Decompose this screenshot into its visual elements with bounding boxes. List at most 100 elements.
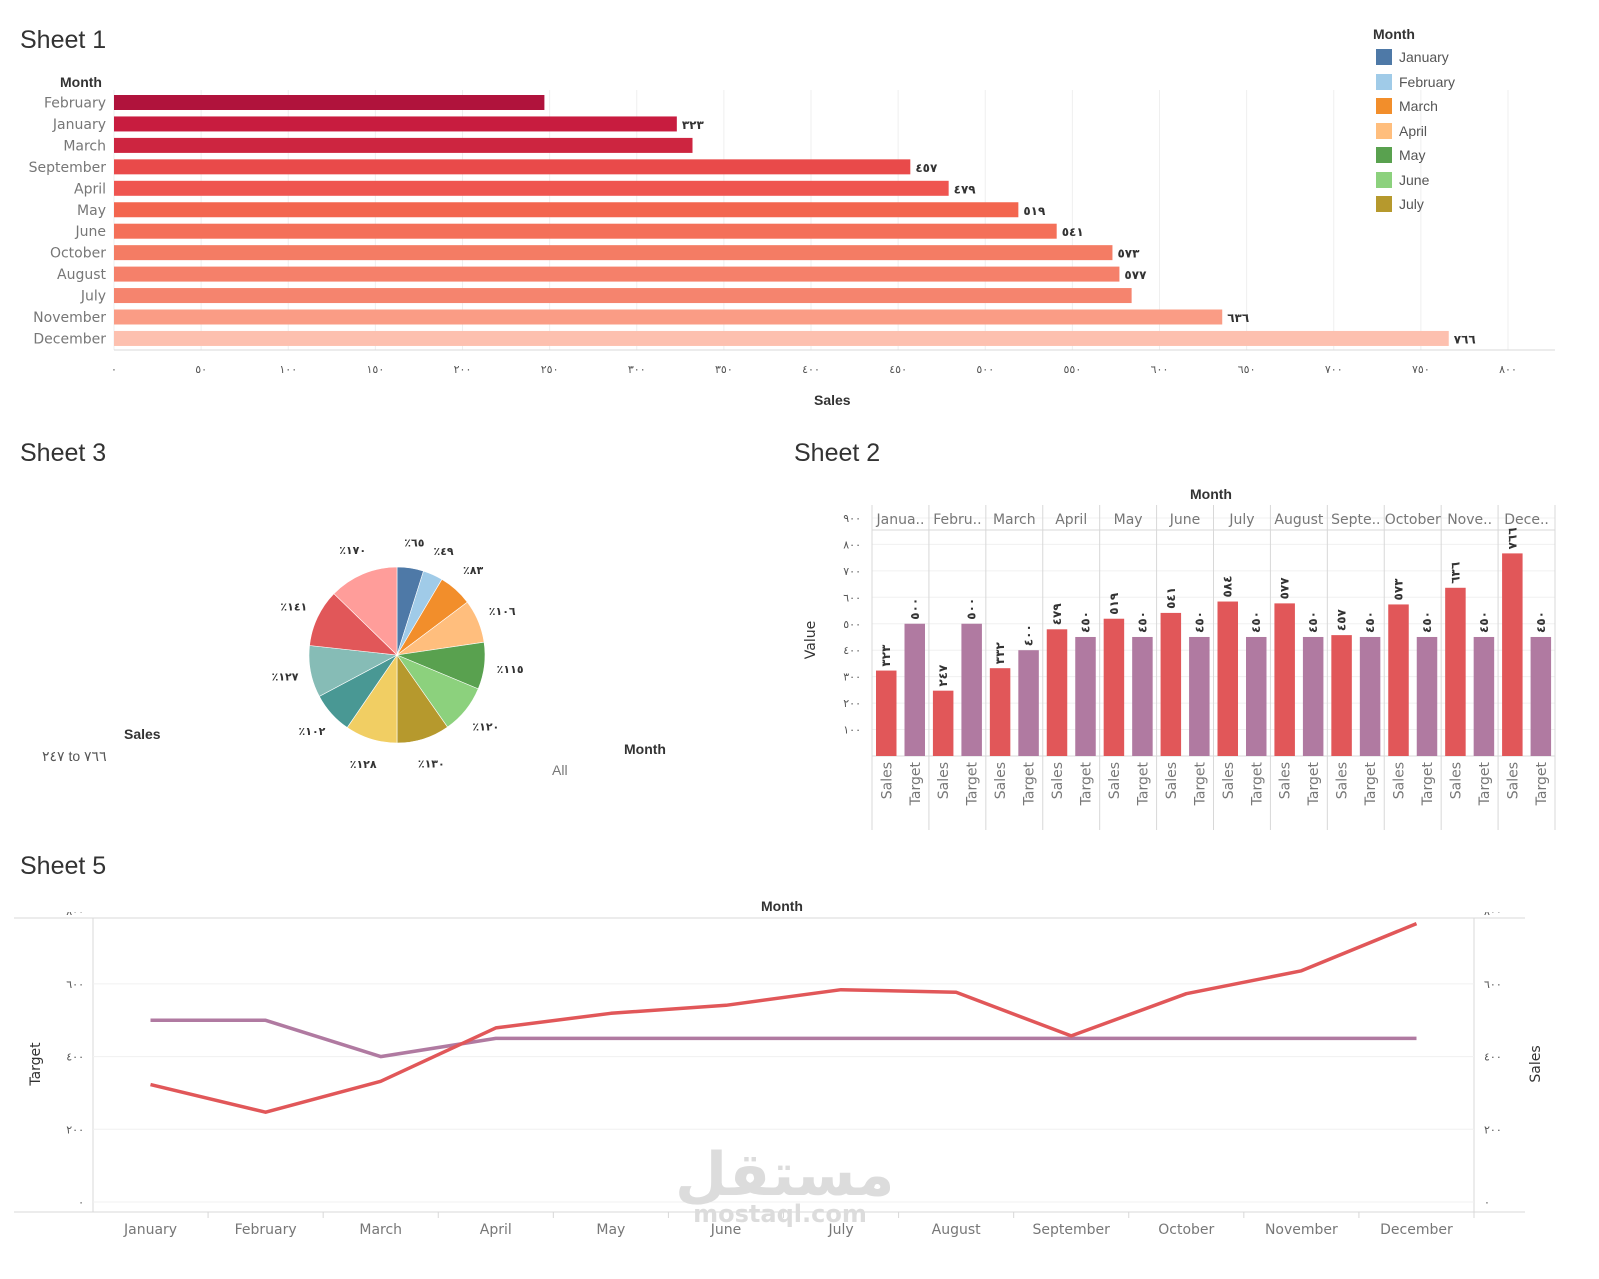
y-tick-label-left: ٢٠٠ [66, 1123, 84, 1136]
bar-sales [1388, 604, 1409, 756]
data-label: ٥٠٠ [908, 598, 922, 620]
slice-label: ٪١٢٠ [472, 720, 499, 733]
slice-label: ٪١٢٧ [272, 671, 299, 684]
data-label: ٥٤١ [1062, 225, 1084, 239]
y-tick-label-left: ٤٠٠ [66, 1051, 84, 1064]
measure-label: Sales [1278, 762, 1294, 799]
row-label: May [77, 203, 106, 219]
slice-label: ٪١٠٢ [299, 725, 326, 738]
data-label: ٥٧٧ [1278, 577, 1292, 600]
measure-label: Target [1192, 761, 1208, 806]
x-tick-label: ٥٥٠ [1064, 363, 1082, 376]
legend-label: February [1399, 73, 1456, 90]
bar-target [1246, 636, 1267, 756]
x-tick-label: April [480, 1222, 512, 1238]
legend-item-may[interactable]: May [1376, 145, 1425, 165]
measure-label: Sales [1107, 762, 1123, 799]
sheet1-row-header: Month [60, 74, 102, 90]
legend-label: June [1399, 171, 1430, 188]
legend-label: May [1399, 147, 1426, 163]
slice-label: ٪٤٩ [434, 545, 454, 558]
bar [114, 95, 545, 110]
bar-target [1018, 650, 1039, 756]
x-tick-label: March [359, 1222, 402, 1238]
row-label: September [29, 160, 107, 176]
measure-label: Target [1477, 761, 1493, 806]
row-label: February [44, 96, 106, 112]
bar-sales [1502, 553, 1523, 756]
x-tick-label: ٦٠٠ [1151, 363, 1169, 376]
data-label: ٤٠٠ [1022, 624, 1036, 646]
x-tick-label: June [710, 1222, 742, 1238]
measure-label: Sales [1221, 762, 1237, 799]
x-tick-label: ٦٥٠ [1238, 363, 1256, 376]
sheet2-title: Sheet 2 [794, 439, 881, 467]
column-header: May [1114, 512, 1143, 528]
bar-target [1132, 636, 1153, 756]
y-tick-label-right: ٠ [1484, 1196, 1490, 1209]
measure-label: Sales [879, 762, 895, 799]
legend-label: January [1399, 49, 1449, 65]
y-tick-label: ٤٠٠ [843, 644, 861, 657]
legend-swatch [1376, 122, 1392, 139]
y-tick-label: ٣٠٠ [843, 671, 861, 684]
bar-sales [1046, 629, 1068, 756]
y-axis-title: Value [803, 621, 819, 659]
slice-label: ٪١٧٠ [339, 544, 366, 557]
slice-label: ٪٦٥ [404, 536, 424, 549]
sheet3-pie-chart: ٪٦٥ ٪٤٩ ٪٨٣ ٪١٠٦ ٪١١٥ ٪١٢٠ ٪١٣٠ ٪١٢٨ ٪١٠٢ ٪١٢٧ ٪١٤… [272, 536, 524, 771]
bar [114, 245, 1113, 261]
row-label: November [33, 310, 106, 326]
row-label: August [57, 267, 107, 283]
sheet3-title: Sheet 3 [20, 439, 107, 467]
legend-item-july[interactable]: July [1376, 194, 1424, 214]
bar-sales [1103, 618, 1125, 756]
legend-item-february[interactable]: February [1376, 72, 1455, 92]
data-label: ٤٥٠ [1534, 611, 1548, 633]
legend-item-march[interactable]: March [1376, 96, 1438, 116]
data-label: ٤٥٠ [1192, 611, 1206, 633]
y-axis-title-left: Target [28, 1042, 44, 1087]
bar-sales [1160, 612, 1182, 756]
data-label: ٤٧٩ [1050, 603, 1064, 626]
data-label: ٧٦٦ [1505, 527, 1519, 549]
data-label: ٧٦٦ [1454, 332, 1476, 346]
row-label: December [33, 331, 106, 347]
column-header: Nove.. [1447, 512, 1492, 528]
data-label: ٥٧٣ [1392, 578, 1406, 601]
sheet2-column-header: Month [1190, 486, 1232, 502]
legend-swatch [1376, 73, 1392, 90]
slice-label: ٪١٣٠ [418, 758, 445, 771]
bar-sales [1331, 635, 1352, 756]
legend-item-january[interactable]: January [1376, 47, 1449, 67]
bar-sales [1217, 601, 1238, 756]
data-label: ٥١٩ [1107, 592, 1121, 615]
measure-label: Sales [1448, 762, 1464, 799]
bar [114, 266, 1120, 282]
x-tick-label: ٤٠٠ [802, 363, 820, 376]
data-label: ٦٣٦ [1448, 562, 1462, 584]
bar [114, 137, 693, 153]
legend-item-june[interactable]: June [1376, 170, 1429, 190]
y-tick-label: ٥٠٠ [843, 618, 861, 631]
y-tick-label: ٦٠٠ [843, 591, 861, 604]
row-label: April [74, 181, 106, 197]
x-tick-label: May [596, 1222, 625, 1238]
legend-item-april[interactable]: April [1376, 121, 1427, 141]
y-tick-label-left: ٨٠٠ [66, 912, 84, 918]
data-label: ٣٣٢ [993, 642, 1007, 665]
sheet1-title: Sheet 1 [20, 26, 107, 54]
bar-target [1302, 636, 1324, 756]
legend-label: April [1399, 122, 1428, 139]
measure-label: Sales [1505, 762, 1521, 799]
data-label: ٥٧٣ [1117, 247, 1140, 261]
x-tick-label: February [235, 1222, 297, 1238]
bar-target [1359, 636, 1381, 756]
y-tick-label: ١٠٠ [843, 724, 861, 737]
column-header: Febru.. [933, 512, 981, 528]
measure-label: Target [1079, 761, 1095, 806]
x-tick-label: ٧٥٠ [1412, 363, 1430, 376]
column-header: April [1055, 512, 1087, 528]
measure-label: Target [908, 761, 924, 806]
bar-sales [989, 668, 1011, 756]
